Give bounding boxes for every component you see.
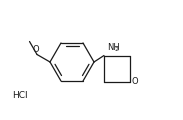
Text: 2: 2 [115,47,119,52]
Text: O: O [132,77,139,86]
Text: O: O [32,45,39,54]
Text: HCl: HCl [12,91,28,100]
Text: NH: NH [107,42,120,51]
